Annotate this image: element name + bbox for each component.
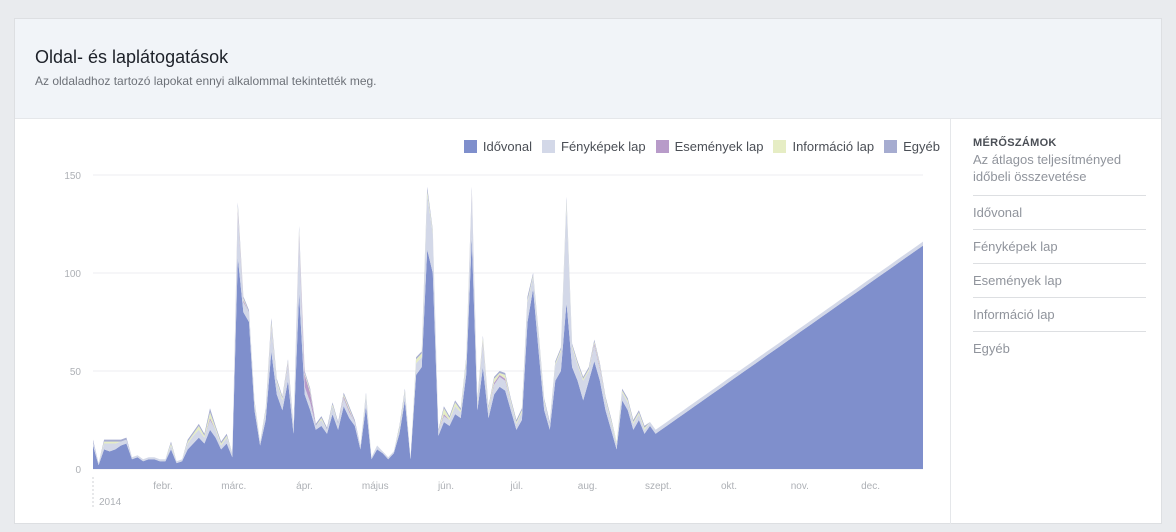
series-area-0[interactable] bbox=[93, 237, 923, 469]
page-views-card: Oldal- és laplátogatások Az oldaladhoz t… bbox=[14, 18, 1162, 524]
legend-item-egyeb[interactable]: Egyéb bbox=[884, 139, 940, 154]
legend-label: Információ lap bbox=[792, 139, 875, 154]
sidebar-item-idovonal[interactable]: Idővonal bbox=[973, 196, 1146, 230]
sidebar-item-informacio[interactable]: Információ lap bbox=[973, 298, 1146, 332]
x-tick-label: júl. bbox=[509, 481, 523, 492]
chart-area: Idővonal Fényképek lap Események lap Inf… bbox=[15, 119, 950, 524]
x-tick-label: febr. bbox=[153, 481, 172, 492]
legend-item-esemenyek[interactable]: Események lap bbox=[655, 139, 764, 154]
legend-label: Egyéb bbox=[903, 139, 940, 154]
y-tick-label: 100 bbox=[64, 269, 81, 280]
y-tick-label: 150 bbox=[64, 171, 81, 182]
legend-swatch bbox=[463, 140, 477, 153]
legend-item-fenykepek[interactable]: Fényképek lap bbox=[542, 139, 646, 154]
legend-label: Idővonal bbox=[482, 139, 533, 154]
sidebar-item-fenykepek[interactable]: Fényképek lap bbox=[973, 230, 1146, 264]
sidebar-title: MÉRŐSZÁMOK bbox=[973, 137, 1057, 149]
x-tick-label: okt. bbox=[721, 481, 737, 492]
x-tick-label: szept. bbox=[645, 481, 672, 492]
legend-item-informacio[interactable]: Információ lap bbox=[773, 139, 874, 154]
chart-legend: Idővonal Fényképek lap Események lap Inf… bbox=[454, 139, 940, 154]
y-tick-label: 50 bbox=[70, 367, 82, 378]
card-title: Oldal- és laplátogatások bbox=[35, 47, 229, 67]
sidebar-item-esemenyek[interactable]: Események lap bbox=[973, 264, 1146, 298]
legend-swatch bbox=[542, 140, 556, 153]
x-tick-label: dec. bbox=[861, 481, 880, 492]
year-label: 2014 bbox=[99, 497, 122, 508]
legend-label: Események lap bbox=[674, 139, 764, 154]
y-tick-label: 0 bbox=[75, 465, 81, 476]
x-tick-label: május bbox=[362, 481, 389, 492]
sidebar-description: Az átlagos teljesítményed időbeli összev… bbox=[973, 151, 1146, 196]
x-tick-label: jún. bbox=[437, 481, 454, 492]
stacked-area-chart: 0 50 100 150 febr. márc. ápr. május jún. júl. aug.… bbox=[64, 171, 923, 508]
legend-item-idovonal[interactable]: Idővonal bbox=[463, 139, 533, 154]
x-tick-label: nov. bbox=[791, 481, 809, 492]
legend-swatch bbox=[655, 140, 669, 153]
card-header: Oldal- és laplátogatások Az oldaladhoz t… bbox=[15, 19, 1161, 119]
metrics-sidebar: MÉRŐSZÁMOK Az átlagos teljesítményed idő… bbox=[950, 119, 1162, 524]
sidebar-item-egyeb[interactable]: Egyéb bbox=[973, 341, 1010, 356]
x-tick-label: márc. bbox=[221, 481, 246, 492]
card-subtitle: Az oldaladhoz tartozó lapokat ennyi alka… bbox=[35, 74, 377, 88]
legend-swatch bbox=[884, 140, 898, 153]
x-tick-label: ápr. bbox=[296, 481, 313, 492]
legend-swatch bbox=[773, 140, 787, 153]
legend-label: Fényképek lap bbox=[561, 139, 646, 154]
x-tick-label: aug. bbox=[578, 481, 597, 492]
